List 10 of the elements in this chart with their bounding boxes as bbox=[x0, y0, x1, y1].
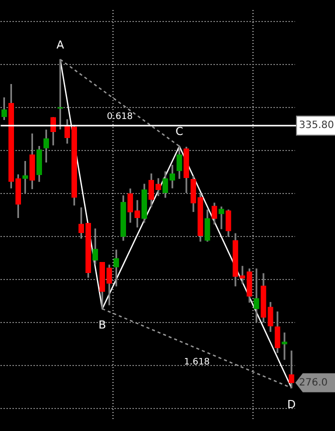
annotation: B bbox=[98, 318, 106, 332]
annotation: 1.618 bbox=[184, 358, 210, 368]
y-tick-label: 276.0 bbox=[299, 377, 328, 388]
annotation: A bbox=[56, 38, 64, 52]
candlestick bbox=[282, 332, 288, 360]
candlestick bbox=[254, 268, 260, 322]
annotation: D bbox=[287, 398, 296, 411]
annotation: 0.618 bbox=[106, 112, 133, 122]
y-tick-label: 335.80 bbox=[299, 120, 334, 132]
annotation: C bbox=[176, 125, 184, 138]
